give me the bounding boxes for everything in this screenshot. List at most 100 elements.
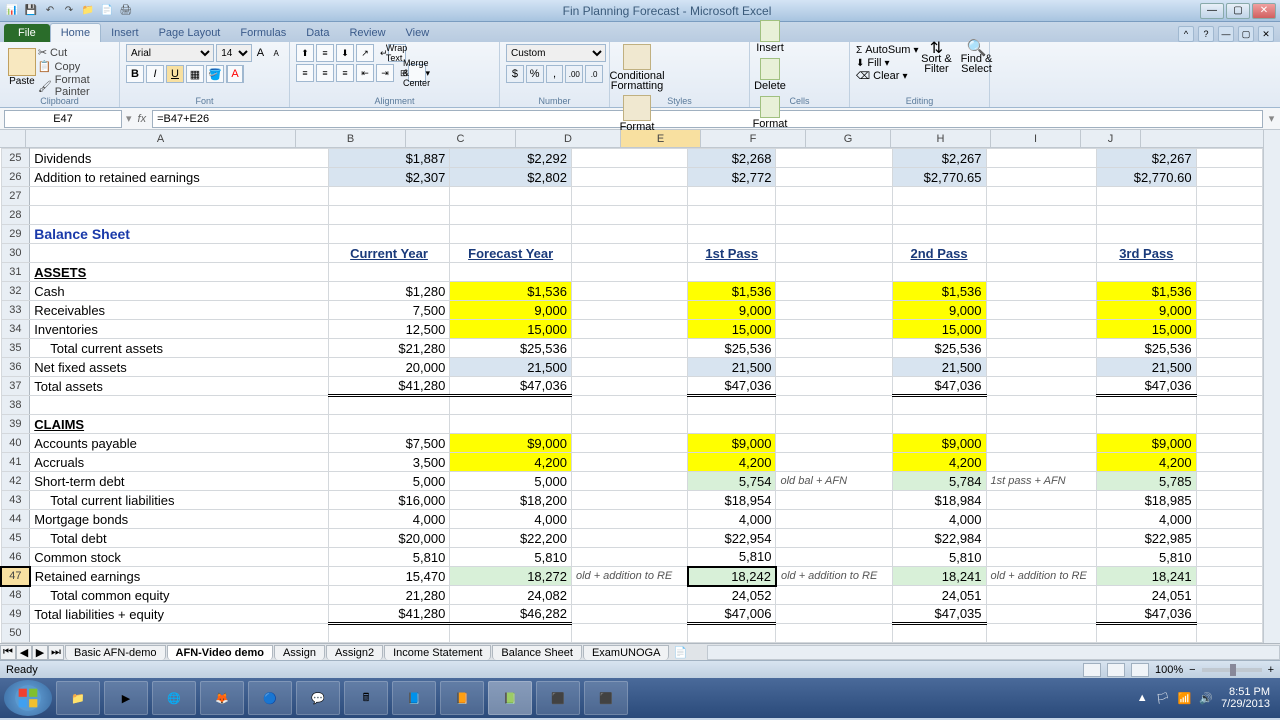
- cell[interactable]: [1097, 187, 1197, 206]
- number-format-select[interactable]: Custom: [506, 44, 606, 62]
- tab-review[interactable]: Review: [339, 24, 395, 42]
- minimize-button[interactable]: —: [1200, 3, 1224, 19]
- align-bottom-button[interactable]: ⬇: [336, 44, 354, 62]
- doc-min-icon[interactable]: —: [1218, 26, 1234, 42]
- row-header[interactable]: 25: [1, 149, 30, 168]
- cell[interactable]: [450, 624, 572, 643]
- cell[interactable]: $1,536: [892, 282, 986, 301]
- cell[interactable]: [328, 225, 450, 244]
- cell[interactable]: Accounts payable: [30, 434, 329, 453]
- cell[interactable]: $9,000: [688, 434, 776, 453]
- cell[interactable]: $2,802: [450, 168, 572, 187]
- cell[interactable]: Total assets: [30, 377, 329, 396]
- row-header[interactable]: 35: [1, 339, 30, 358]
- cell[interactable]: [776, 168, 892, 187]
- cell[interactable]: [986, 396, 1097, 415]
- cell[interactable]: [986, 624, 1097, 643]
- row-header[interactable]: 40: [1, 434, 30, 453]
- fill-color-button[interactable]: 🪣: [206, 65, 224, 83]
- tray-volume-icon[interactable]: 🔊: [1199, 692, 1213, 705]
- cell[interactable]: [1196, 358, 1262, 377]
- cell[interactable]: 24,082: [450, 586, 572, 605]
- format-painter-button[interactable]: 🖌 Format Painter: [38, 74, 113, 98]
- cell[interactable]: 9,000: [892, 301, 986, 320]
- cell[interactable]: 1st Pass: [688, 244, 776, 263]
- cell[interactable]: [571, 187, 687, 206]
- cell[interactable]: 9,000: [1097, 301, 1197, 320]
- cell[interactable]: [450, 187, 572, 206]
- cell[interactable]: [571, 510, 687, 529]
- cell[interactable]: [328, 396, 450, 415]
- cell[interactable]: [986, 605, 1097, 624]
- cell[interactable]: Inventories: [30, 320, 329, 339]
- cell[interactable]: 5,754: [688, 472, 776, 491]
- cell[interactable]: Short-term debt: [30, 472, 329, 491]
- cell[interactable]: [776, 339, 892, 358]
- cell[interactable]: [986, 168, 1097, 187]
- cell[interactable]: old + addition to RE: [986, 567, 1097, 586]
- cell[interactable]: Total current assets: [30, 339, 329, 358]
- cell[interactable]: [450, 396, 572, 415]
- cell[interactable]: $47,035: [892, 605, 986, 624]
- cell[interactable]: [1097, 225, 1197, 244]
- cell[interactable]: [571, 282, 687, 301]
- sheet-tab[interactable]: ExamUNOGA: [583, 645, 669, 660]
- col-header-B[interactable]: B: [296, 130, 406, 147]
- cell[interactable]: [986, 282, 1097, 301]
- cell[interactable]: [776, 301, 892, 320]
- cell[interactable]: [1196, 586, 1262, 605]
- cell[interactable]: [1196, 320, 1262, 339]
- cell[interactable]: [571, 434, 687, 453]
- cell[interactable]: 1st pass + AFN: [986, 472, 1097, 491]
- col-header-F[interactable]: F: [701, 130, 806, 147]
- cell[interactable]: [1196, 339, 1262, 358]
- cell[interactable]: $47,036: [1097, 605, 1197, 624]
- cell[interactable]: [776, 244, 892, 263]
- help-icon[interactable]: ?: [1198, 26, 1214, 42]
- cell[interactable]: [892, 206, 986, 225]
- fx-icon[interactable]: fx: [132, 113, 153, 125]
- cell[interactable]: 4,000: [450, 510, 572, 529]
- cell[interactable]: $2,268: [688, 149, 776, 168]
- cell[interactable]: 12,500: [328, 320, 450, 339]
- cell[interactable]: [571, 301, 687, 320]
- cell[interactable]: Current Year: [328, 244, 450, 263]
- cell[interactable]: [328, 263, 450, 282]
- tab-page-layout[interactable]: Page Layout: [149, 24, 231, 42]
- cell[interactable]: [892, 415, 986, 434]
- cell[interactable]: Mortgage bonds: [30, 510, 329, 529]
- cell[interactable]: [328, 187, 450, 206]
- cell[interactable]: 5,810: [328, 548, 450, 567]
- sheet-tab[interactable]: Basic AFN-demo: [65, 645, 166, 660]
- cell[interactable]: [1097, 206, 1197, 225]
- row-header[interactable]: 32: [1, 282, 30, 301]
- cell[interactable]: Receivables: [30, 301, 329, 320]
- font-size-select[interactable]: 14: [216, 44, 251, 62]
- cell[interactable]: [1097, 396, 1197, 415]
- cell[interactable]: [571, 624, 687, 643]
- border-button[interactable]: ▦: [186, 65, 204, 83]
- sort-filter-button[interactable]: ⇅Sort & Filter: [918, 44, 954, 83]
- align-right-button[interactable]: ≡: [336, 64, 354, 82]
- row-header[interactable]: 36: [1, 358, 30, 377]
- cell[interactable]: [986, 320, 1097, 339]
- cell[interactable]: 18,272: [450, 567, 572, 586]
- cell[interactable]: 5,000: [450, 472, 572, 491]
- cell[interactable]: 5,785: [1097, 472, 1197, 491]
- cell[interactable]: [688, 263, 776, 282]
- cell[interactable]: [776, 187, 892, 206]
- cell[interactable]: 20,000: [328, 358, 450, 377]
- cell[interactable]: $47,036: [688, 377, 776, 396]
- cell[interactable]: 4,000: [1097, 510, 1197, 529]
- row-header[interactable]: 41: [1, 453, 30, 472]
- cell[interactable]: Total liabilities + equity: [30, 605, 329, 624]
- cell[interactable]: 3,500: [328, 453, 450, 472]
- cell[interactable]: $41,280: [328, 605, 450, 624]
- cell[interactable]: [892, 225, 986, 244]
- cell[interactable]: Cash: [30, 282, 329, 301]
- cell[interactable]: $9,000: [892, 434, 986, 453]
- cell[interactable]: [1196, 168, 1262, 187]
- dec-decimal-button[interactable]: .0: [585, 65, 603, 83]
- cell[interactable]: $9,000: [1097, 434, 1197, 453]
- cell[interactable]: [450, 415, 572, 434]
